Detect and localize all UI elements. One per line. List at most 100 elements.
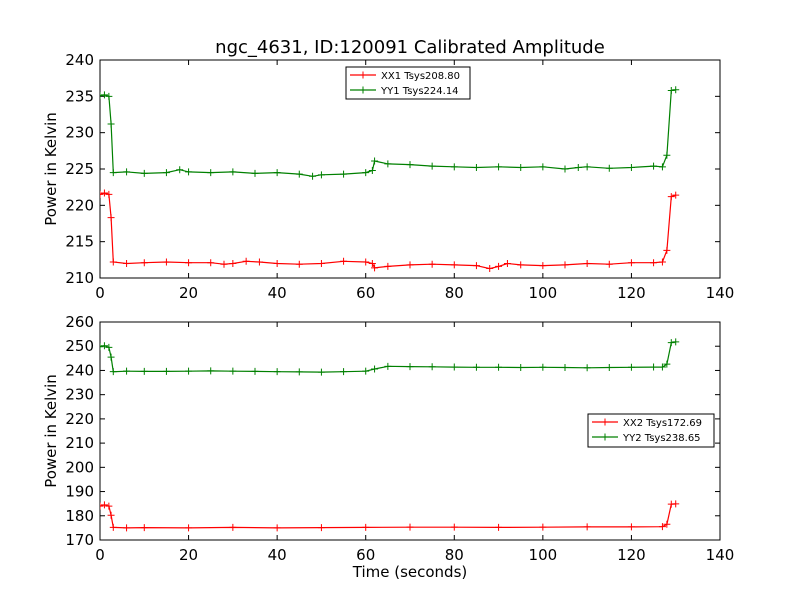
bottom-data-point [185,524,193,532]
bottom-series-0 [100,500,680,532]
top-data-point [672,191,680,199]
bottom-data-point [273,368,281,376]
bottom-data-point [672,500,680,508]
top-data-point [650,162,658,170]
top-data-point [667,193,675,201]
top-data-point [371,157,379,165]
bottom-data-point [428,363,436,371]
top-data-point [107,120,115,128]
bottom-data-point [273,524,281,532]
top-data-point [362,169,370,177]
bottom-data-point [384,362,392,370]
top-series-1 [100,86,680,180]
bottom-data-point [100,342,108,350]
bottom-x-tick-label: 0 [95,546,105,564]
bottom-data-point [317,368,325,376]
top-data-point [503,259,511,267]
top-data-point [627,259,635,267]
bottom-data-point [107,353,115,361]
bottom-y-tick-label: 210 [65,434,94,452]
top-data-point [495,163,503,171]
bottom-data-point [663,360,671,368]
top-data-point [605,260,613,268]
top-y-axis-label: Power in Kelvin [42,112,60,226]
bottom-x-tick-label: 40 [268,546,287,564]
top-data-point [450,163,458,171]
top-data-point [100,92,104,100]
top-data-point [650,259,658,267]
top-data-point [583,163,591,171]
top-data-point [109,169,117,177]
top-data-point [140,169,148,177]
bottom-data-point [539,363,547,371]
top-data-point [105,92,113,100]
top-data-point [317,171,325,179]
bottom-data-point [663,520,671,528]
bottom-y-tick-label: 180 [65,507,94,525]
top-data-point [105,190,113,198]
top-data-point [242,257,250,265]
top-x-tick-label: 0 [95,284,105,302]
top-data-point [428,260,436,268]
bottom-data-point [207,367,215,375]
chart-title: ngc_4631, ID:120091 Calibrated Amplitude [215,37,605,58]
top-data-point [340,257,348,265]
top-data-point [428,162,436,170]
top-data-point [450,261,458,269]
bottom-data-point [406,523,414,531]
bottom-data-point [672,338,680,346]
top-x-tick-label: 100 [529,284,558,302]
top-x-tick-label: 20 [179,284,198,302]
top-data-point [185,168,193,176]
top-y-tick-label: 225 [65,160,94,178]
bottom-series-1 [100,338,680,376]
bottom-data-point [229,367,237,375]
bottom-data-point [109,368,117,376]
top-data-point [384,160,392,168]
top-data-point [340,170,348,178]
bottom-data-point [340,368,348,376]
top-data-point [406,161,414,169]
top-data-point [100,91,108,99]
top-data-point [273,169,281,177]
bottom-data-point [517,364,525,372]
bottom-data-point [561,364,569,372]
bottom-y-tick-label: 260 [65,313,94,331]
bottom-data-point [162,367,170,375]
top-data-point [273,259,281,267]
bottom-data-point [627,363,635,371]
bottom-y-tick-label: 190 [65,483,94,501]
top-x-tick-label: 140 [706,284,735,302]
top-data-point [220,260,228,268]
bottom-data-point [229,523,237,531]
top-data-point [100,189,108,197]
top-data-point [472,262,480,270]
bottom-x-tick-label: 100 [529,546,558,564]
bottom-data-point [667,339,675,347]
top-series-0 [100,189,680,273]
top-data-point [162,258,170,266]
bottom-x-tick-label: 20 [179,546,198,564]
top-data-point [207,169,215,177]
top-subplot: Power in Kelvin 0 20 40 60 80 100 120 140 210 215… [42,51,734,302]
top-data-point [539,262,547,270]
top-data-point [229,259,237,267]
top-data-point [574,164,582,172]
top-data-point [317,259,325,267]
bottom-data-point [107,511,115,519]
top-legend-box [345,66,471,100]
top-data-point [486,265,494,273]
bottom-data-point [123,367,131,375]
bottom-data-point [406,363,414,371]
bottom-data-point [105,343,113,351]
bottom-plot-frame [99,321,721,541]
bottom-x-tick-label: 120 [617,546,646,564]
bottom-data-point [100,501,108,509]
top-data-point [123,168,131,176]
top-data-point [295,170,303,178]
top-data-point [384,262,392,270]
bottom-legend-label: XX2 Tsys172.69 [623,418,702,429]
bottom-data-point [123,524,131,532]
top-data-point [107,214,115,222]
